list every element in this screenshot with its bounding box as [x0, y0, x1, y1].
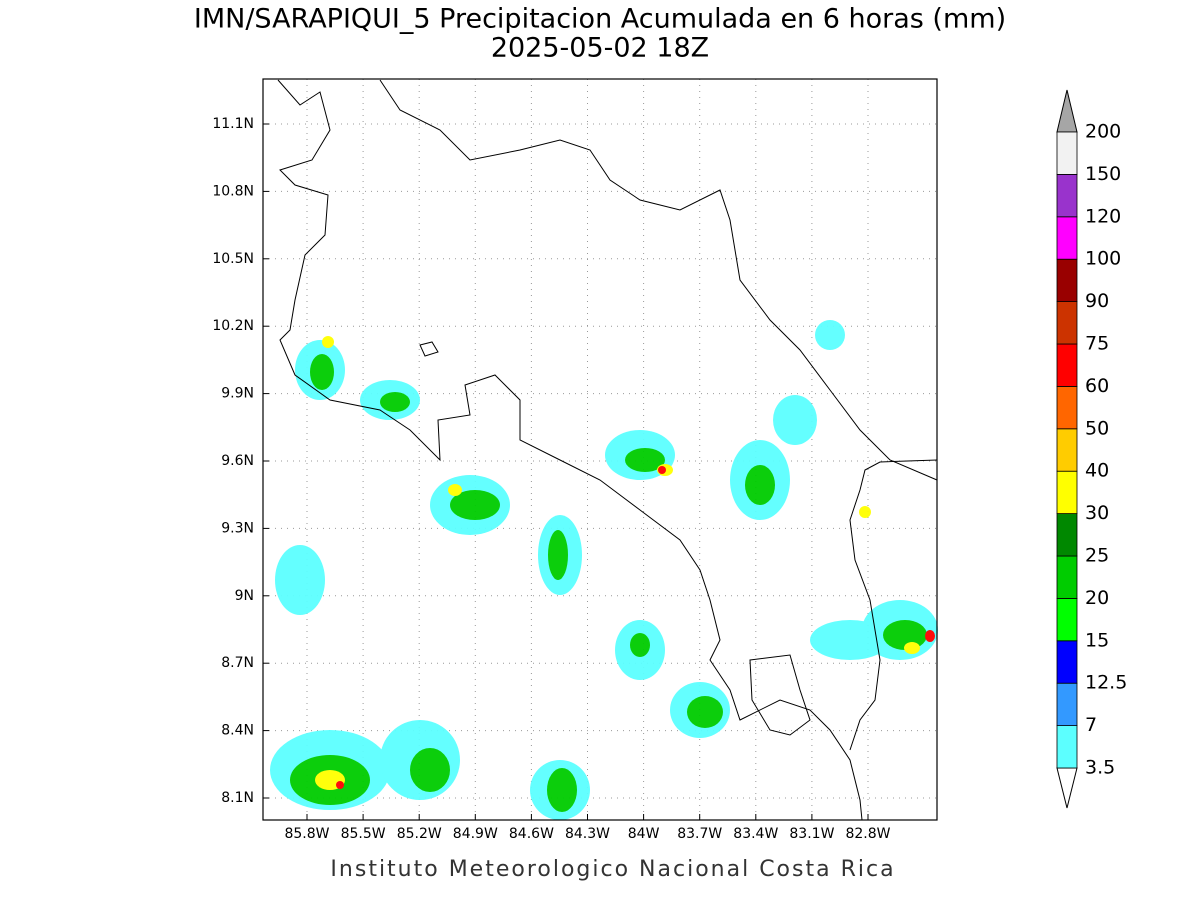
x-tick-label: 83.4W: [733, 826, 778, 842]
colorbar-label: 50: [1085, 417, 1109, 439]
colorbar-label: 30: [1085, 502, 1109, 524]
y-tick-label: 9.6N: [221, 453, 254, 469]
coastline: [277, 79, 938, 821]
colorbar-segment: [1056, 216, 1078, 260]
x-tick-label: 84.6W: [509, 826, 554, 842]
subtitle: 2025-05-02 18Z: [491, 33, 709, 64]
colorbar: 3.5 7 12.5 15 20 25 30 40 50 60 75 90 100 120 150 200: [1056, 89, 1127, 809]
colorbar-segment: [1056, 598, 1078, 642]
y-tick-label: 10.2N: [212, 318, 254, 334]
colorbar-segment: [1056, 470, 1078, 515]
x-tick-label: 85.5W: [341, 826, 386, 842]
axis-labels: 85.8W 85.5W 85.2W 84.9W 84.6W 84.3W 84W 83.7W 83…: [212, 116, 890, 842]
footer: Instituto Meteorologico Nacional Costa R…: [330, 857, 895, 882]
y-tick-label: 9N: [235, 588, 254, 604]
colorbar-segment: [1056, 343, 1078, 387]
y-tick-label: 8.7N: [221, 655, 254, 671]
colorbar-label: 12.5: [1085, 672, 1127, 694]
y-tick-label: 9.3N: [221, 520, 254, 536]
colorbar-segment: [1056, 258, 1078, 303]
colorbar-label: 40: [1085, 460, 1109, 482]
colorbar-segment: [1056, 131, 1078, 175]
grid: [263, 79, 937, 820]
colorbar-label: 150: [1085, 163, 1121, 185]
colorbar-segment: [1056, 640, 1078, 684]
colorbar-label: 120: [1085, 205, 1121, 227]
colorbar-label: 90: [1085, 290, 1109, 312]
x-tick-label: 82.8W: [845, 826, 890, 842]
precipitation: [270, 320, 938, 820]
colorbar-label: 15: [1085, 629, 1109, 651]
colorbar-segment: [1056, 513, 1078, 557]
x-tick-label: 85.8W: [284, 826, 329, 842]
colorbar-segment: [1056, 725, 1078, 769]
x-tick-label: 84.9W: [453, 826, 498, 842]
y-tick-label: 8.1N: [221, 790, 254, 806]
y-tick-label: 9.9N: [221, 386, 254, 402]
colorbar-label: 3.5: [1085, 757, 1115, 779]
colorbar-segment: [1056, 173, 1078, 218]
y-tick-label: 10.5N: [212, 251, 254, 267]
colorbar-segment: [1056, 301, 1078, 345]
colorbar-segment: [1056, 682, 1078, 727]
x-tick-label: 84W: [628, 826, 660, 842]
x-tick-label: 83.7W: [677, 826, 722, 842]
colorbar-label: 75: [1085, 333, 1109, 355]
x-tick-label: 83.1W: [789, 826, 834, 842]
map-frame: [262, 78, 938, 821]
colorbar-label: 200: [1085, 121, 1121, 143]
colorbar-label: 60: [1085, 375, 1109, 397]
title: IMN/SARAPIQUI_5 Precipitacion Acumulada …: [194, 4, 1006, 35]
colorbar-segment: [1056, 555, 1078, 599]
x-tick-label: 85.2W: [397, 826, 442, 842]
y-tick-label: 10.8N: [212, 183, 254, 199]
x-tick-label: 84.3W: [565, 826, 610, 842]
colorbar-segment: [1056, 428, 1078, 472]
colorbar-segment: [1056, 385, 1078, 430]
colorbar-label: 20: [1085, 587, 1109, 609]
y-tick-label: 8.4N: [221, 723, 254, 739]
y-tick-label: 11.1N: [212, 116, 254, 132]
colorbar-label: 7: [1085, 714, 1097, 736]
colorbar-label: 100: [1085, 248, 1121, 270]
colorbar-label: 25: [1085, 545, 1109, 567]
